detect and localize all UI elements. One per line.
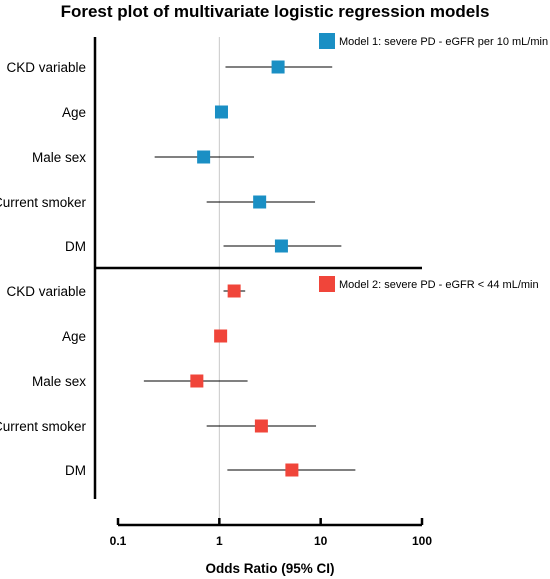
axes: 0.1 1 10 100: [93, 37, 432, 548]
row-label: Current smoker: [0, 195, 86, 210]
or-point-marker: [190, 374, 204, 388]
or-point-marker: [253, 195, 267, 209]
row-label: Current smoker: [0, 419, 86, 434]
legend-swatch: [319, 276, 335, 292]
chart-title: Forest plot of multivariate logistic reg…: [61, 2, 490, 21]
row-label: Male sex: [32, 150, 86, 165]
row-label: CKD variable: [6, 60, 86, 75]
or-point-marker: [274, 239, 288, 253]
legend-label: Model 2: severe PD - eGFR < 44 mL/min: [339, 279, 539, 291]
row-label: DM: [65, 239, 86, 254]
row-label: DM: [65, 463, 86, 478]
data-marks: CKD variable Age Male sex Current smoker DM C…: [0, 60, 356, 478]
row-label: CKD variable: [6, 284, 86, 299]
x-tick-label: 10: [314, 534, 328, 548]
row-label: Age: [62, 329, 86, 344]
x-tick-label: 0.1: [110, 534, 127, 548]
or-point-marker: [227, 284, 241, 298]
row-label: Male sex: [32, 374, 86, 389]
or-point-marker: [214, 329, 228, 343]
or-point-marker: [197, 150, 211, 164]
or-point-marker: [214, 105, 228, 119]
x-axis-title: Odds Ratio (95% CI): [205, 561, 334, 576]
x-tick-label: 1: [216, 534, 223, 548]
row-label: Age: [62, 105, 86, 120]
legend-label: Model 1: severe PD - eGFR per 10 mL/min …: [339, 36, 550, 48]
legend: Model 1: severe PD - eGFR per 10 mL/min …: [319, 33, 550, 292]
legend-swatch: [319, 33, 335, 49]
or-point-marker: [254, 419, 268, 433]
x-tick-label: 100: [412, 534, 432, 548]
or-point-marker: [271, 60, 285, 74]
or-point-marker: [285, 463, 299, 477]
